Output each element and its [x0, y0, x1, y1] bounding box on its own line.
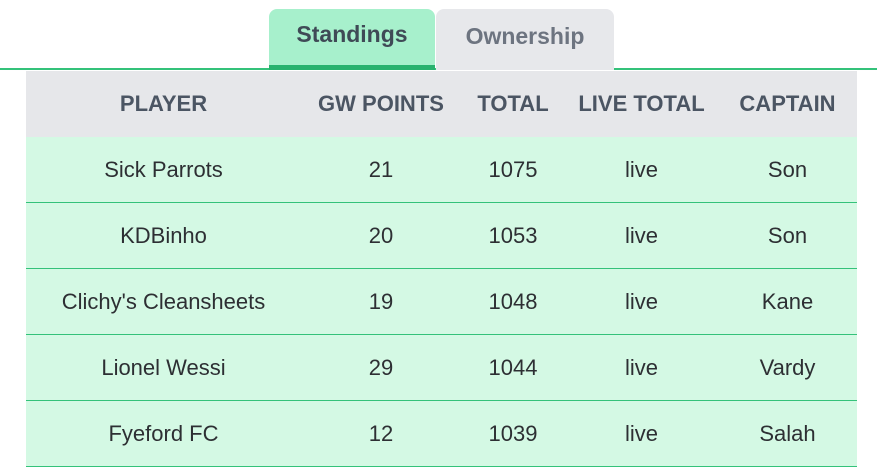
captain-cell: Vardy — [718, 334, 857, 401]
tab-bar: Standings Ownership — [0, 0, 877, 70]
standings-table: PLAYER GW POINTS TOTAL LIVE TOTAL CAPTAI… — [26, 71, 857, 467]
live-total-cell: live — [565, 400, 718, 467]
live-total-cell: live — [565, 334, 718, 401]
total-cell: 1039 — [461, 400, 565, 467]
total-cell: 1048 — [461, 268, 565, 335]
gw-points-cell: 19 — [301, 268, 461, 335]
table-header-row: PLAYER GW POINTS TOTAL LIVE TOTAL CAPTAI… — [26, 71, 857, 137]
captain-cell: Son — [718, 137, 857, 203]
gw-points-cell: 29 — [301, 334, 461, 401]
player-cell: Clichy's Cleansheets — [26, 268, 301, 335]
column-header-total[interactable]: TOTAL — [461, 71, 565, 137]
gw-points-cell: 21 — [301, 137, 461, 203]
total-cell: 1044 — [461, 334, 565, 401]
column-header-gw-points[interactable]: GW POINTS — [301, 71, 461, 137]
player-cell: KDBinho — [26, 202, 301, 269]
live-total-cell: live — [565, 137, 718, 203]
column-header-live-total[interactable]: LIVE TOTAL — [565, 71, 718, 137]
captain-cell: Kane — [718, 268, 857, 335]
gw-points-cell: 20 — [301, 202, 461, 269]
column-header-captain[interactable]: CAPTAIN — [718, 71, 857, 137]
tab-ownership[interactable]: Ownership — [436, 9, 614, 70]
player-cell: Sick Parrots — [26, 137, 301, 203]
player-cell: Fyeford FC — [26, 400, 301, 467]
table-row[interactable]: KDBinho 20 1053 live Son — [26, 202, 857, 269]
tab-standings[interactable]: Standings — [269, 9, 435, 70]
live-total-cell: live — [565, 268, 718, 335]
table-row[interactable]: Sick Parrots 21 1075 live Son — [26, 137, 857, 203]
total-cell: 1053 — [461, 202, 565, 269]
table-row[interactable]: Fyeford FC 12 1039 live Salah — [26, 400, 857, 467]
gw-points-cell: 12 — [301, 400, 461, 467]
captain-cell: Son — [718, 202, 857, 269]
table-row[interactable]: Clichy's Cleansheets 19 1048 live Kane — [26, 268, 857, 335]
total-cell: 1075 — [461, 137, 565, 203]
player-cell: Lionel Wessi — [26, 334, 301, 401]
live-total-cell: live — [565, 202, 718, 269]
table-row[interactable]: Lionel Wessi 29 1044 live Vardy — [26, 334, 857, 401]
column-header-player[interactable]: PLAYER — [26, 71, 301, 137]
captain-cell: Salah — [718, 400, 857, 467]
